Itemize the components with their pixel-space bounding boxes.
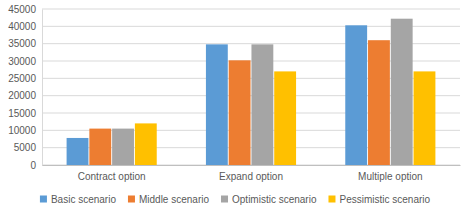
y-tick-label: 5000 [14, 142, 37, 153]
y-tick-label: 20000 [8, 90, 36, 101]
y-tick-label: 30000 [8, 56, 36, 67]
grid-line [42, 9, 460, 10]
bar [274, 71, 296, 165]
y-tick: 35000 [8, 38, 42, 49]
y-tick: 30000 [8, 56, 42, 67]
x-axis: Contract option Expand option Multiple opt… [43, 165, 461, 182]
legend-item: Pessimistic scenario [328, 194, 430, 205]
legend: Basic scenario Middle scenario Optimistic … [40, 194, 431, 205]
legend-swatch [328, 196, 335, 203]
legend-swatch [221, 196, 228, 203]
x-tick: Expand option [219, 165, 283, 182]
bar-series [67, 25, 368, 165]
plot: 0 5000 10000 15000 20000 25000 30000 35000 40000… [8, 4, 460, 182]
y-tick-label: 10000 [8, 125, 36, 136]
y-tick: 25000 [8, 73, 42, 84]
x-tick-label: Multiple option [358, 171, 422, 182]
x-tick-label: Contract option [78, 171, 146, 182]
y-tick-label: 40000 [8, 21, 36, 32]
x-tick: Contract option [78, 165, 146, 182]
y-tick-label: 25000 [8, 73, 36, 84]
legend-label: Basic scenario [51, 194, 116, 205]
legend-swatch [128, 196, 135, 203]
y-tick-label: 45000 [8, 4, 36, 15]
legend-label: Optimistic scenario [232, 194, 317, 205]
y-tick: 15000 [8, 108, 42, 119]
bars [67, 19, 436, 165]
y-tick: 0 [30, 160, 42, 171]
legend-swatch [40, 196, 47, 203]
x-tick-label: Expand option [219, 171, 283, 182]
x-axis-line [43, 165, 461, 166]
bar [135, 123, 157, 165]
bar-series [135, 71, 436, 165]
y-tick-label: 15000 [8, 108, 36, 119]
legend-item: Optimistic scenario [221, 194, 317, 205]
chart: 0 5000 10000 15000 20000 25000 30000 35000 40000… [0, 0, 470, 211]
y-axis: 0 5000 10000 15000 20000 25000 30000 35000 40000… [8, 4, 42, 171]
y-tick-label: 0 [30, 160, 36, 171]
y-tick: 45000 [8, 4, 42, 15]
bar [368, 40, 390, 165]
x-tick: Multiple option [358, 165, 422, 182]
bar [414, 71, 436, 165]
y-tick: 10000 [8, 125, 42, 136]
bar [89, 129, 111, 165]
y-tick: 5000 [14, 142, 42, 153]
y-tick: 40000 [8, 21, 42, 32]
bar [67, 138, 89, 165]
legend-item: Middle scenario [128, 194, 209, 205]
y-axis-line [42, 10, 43, 166]
bar-series [112, 19, 413, 165]
bar [206, 44, 228, 165]
legend-label: Pessimistic scenario [339, 194, 430, 205]
legend-item: Basic scenario [40, 194, 116, 205]
y-tick-label: 35000 [8, 38, 36, 49]
y-tick: 20000 [8, 90, 42, 101]
legend-label: Middle scenario [139, 194, 209, 205]
bar [229, 60, 251, 165]
grid [42, 9, 460, 165]
bar [251, 44, 273, 165]
bar [391, 19, 413, 165]
bar-series [89, 40, 390, 165]
bar [345, 25, 367, 165]
bar [112, 129, 134, 165]
